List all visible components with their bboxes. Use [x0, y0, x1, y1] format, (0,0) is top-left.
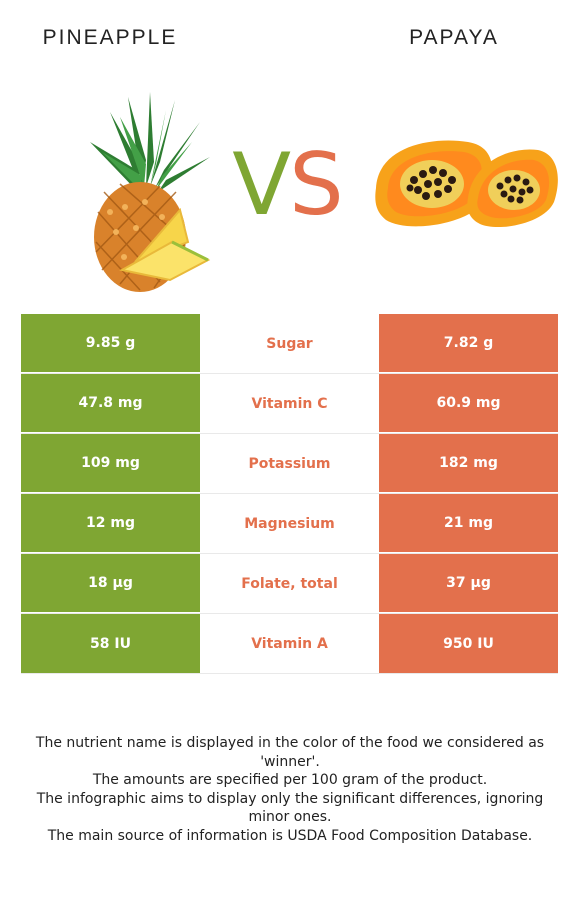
left-value: 47.8 mg	[21, 374, 200, 433]
nutrient-name: Magnesium	[200, 494, 379, 553]
comparison-table: 9.85 g Sugar 7.82 g 47.8 mg Vitamin C 60…	[21, 314, 558, 674]
left-value: 58 IU	[21, 614, 200, 673]
nutrient-name: Potassium	[200, 434, 379, 493]
right-value: 21 mg	[379, 494, 558, 553]
nutrient-name: Folate, total	[200, 554, 379, 613]
right-food-title: PAPAYA	[409, 26, 499, 49]
footnote: The nutrient name is displayed in the co…	[20, 734, 560, 845]
nutrient-name: Vitamin C	[200, 374, 379, 433]
right-value: 37 µg	[379, 554, 558, 613]
left-value: 109 mg	[21, 434, 200, 493]
table-row: 9.85 g Sugar 7.82 g	[21, 314, 558, 374]
right-value: 182 mg	[379, 434, 558, 493]
papaya-image	[375, 140, 558, 228]
table-row: 12 mg Magnesium 21 mg	[21, 494, 558, 554]
left-food-title: PINEAPPLE	[42, 26, 178, 49]
table-row: 109 mg Potassium 182 mg	[21, 434, 558, 494]
footnote-line: The amounts are specified per 100 gram o…	[92, 772, 488, 788]
left-value: 12 mg	[21, 494, 200, 553]
vs-label: VS	[222, 130, 352, 240]
vs-s: S	[289, 135, 344, 235]
table-row: 47.8 mg Vitamin C 60.9 mg	[21, 374, 558, 434]
right-value: 7.82 g	[379, 314, 558, 373]
right-value: 60.9 mg	[379, 374, 558, 433]
footnote-line: The infographic aims to display only the…	[36, 790, 544, 826]
table-row: 18 µg Folate, total 37 µg	[21, 554, 558, 614]
footnote-line: The nutrient name is displayed in the co…	[35, 735, 545, 770]
pineapple-image	[90, 92, 211, 292]
nutrient-name: Vitamin A	[200, 614, 379, 673]
left-value: 9.85 g	[21, 314, 200, 373]
vs-v: V	[232, 135, 291, 235]
left-value: 18 µg	[21, 554, 200, 613]
right-value: 950 IU	[379, 614, 558, 673]
footnote-line: The main source of information is USDA F…	[47, 827, 533, 844]
nutrient-name: Sugar	[200, 314, 379, 373]
table-row: 58 IU Vitamin A 950 IU	[21, 614, 558, 674]
